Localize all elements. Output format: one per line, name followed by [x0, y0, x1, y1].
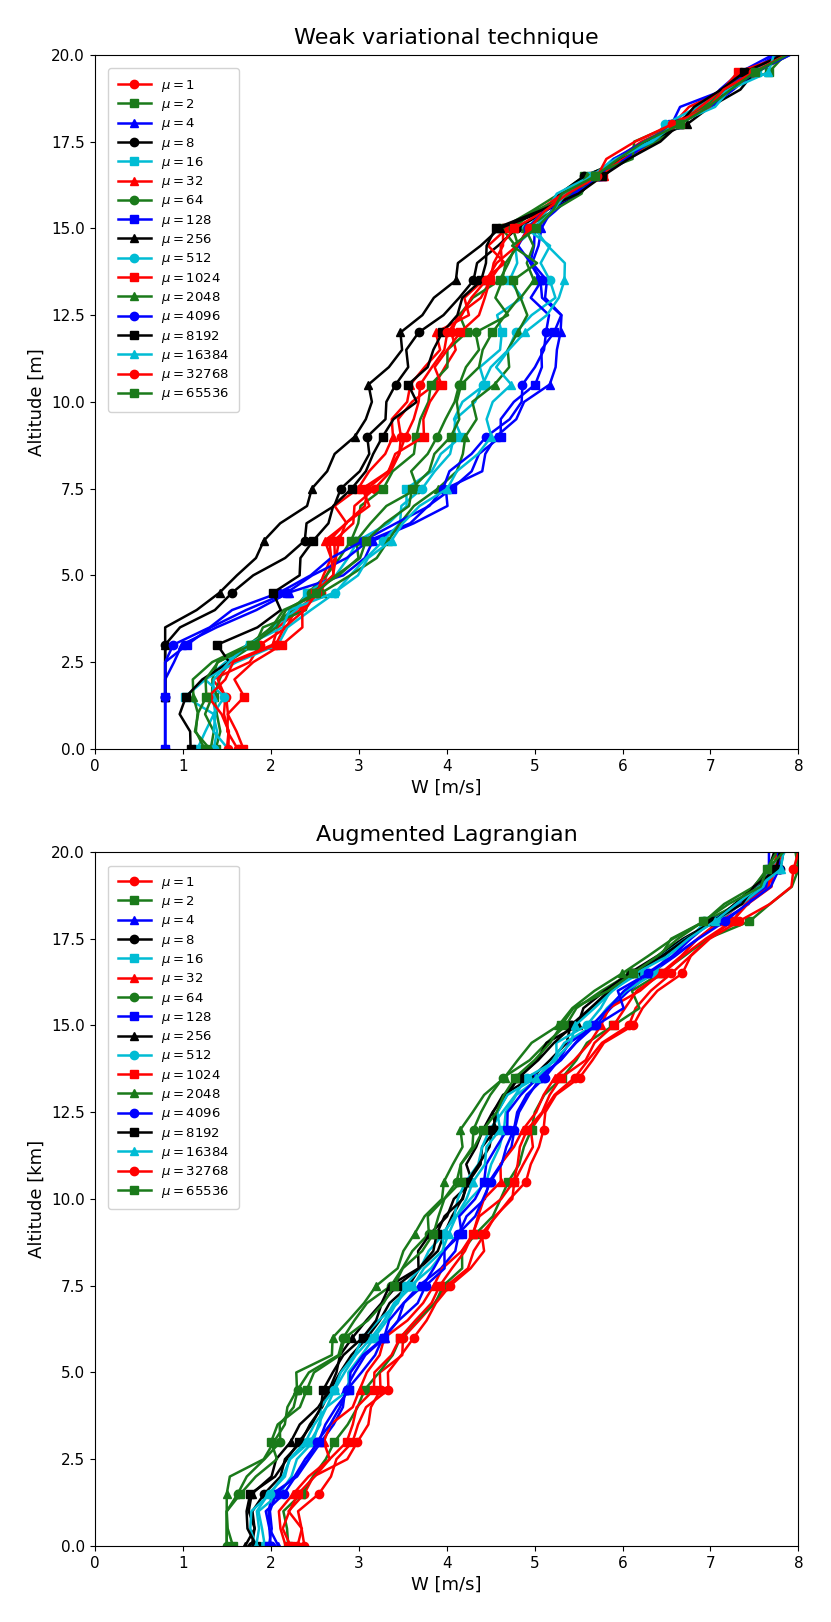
X-axis label: W [m/s]: W [m/s] — [411, 1577, 482, 1594]
Title: Weak variational technique: Weak variational technique — [294, 28, 599, 47]
Title: Augmented Lagrangian: Augmented Lagrangian — [316, 826, 578, 845]
Y-axis label: Altitude [m]: Altitude [m] — [27, 349, 46, 456]
Legend: $\mu = 1$, $\mu = 2$, $\mu = 4$, $\mu = 8$, $\mu = 16$, $\mu = 32$, $\mu = 64$, : $\mu = 1$, $\mu = 2$, $\mu = 4$, $\mu = … — [108, 866, 238, 1208]
Y-axis label: Altitude [km]: Altitude [km] — [27, 1140, 46, 1259]
X-axis label: W [m/s]: W [m/s] — [411, 779, 482, 796]
Legend: $\mu = 1$, $\mu = 2$, $\mu = 4$, $\mu = 8$, $\mu = 16$, $\mu = 32$, $\mu = 64$, : $\mu = 1$, $\mu = 2$, $\mu = 4$, $\mu = … — [108, 68, 238, 412]
